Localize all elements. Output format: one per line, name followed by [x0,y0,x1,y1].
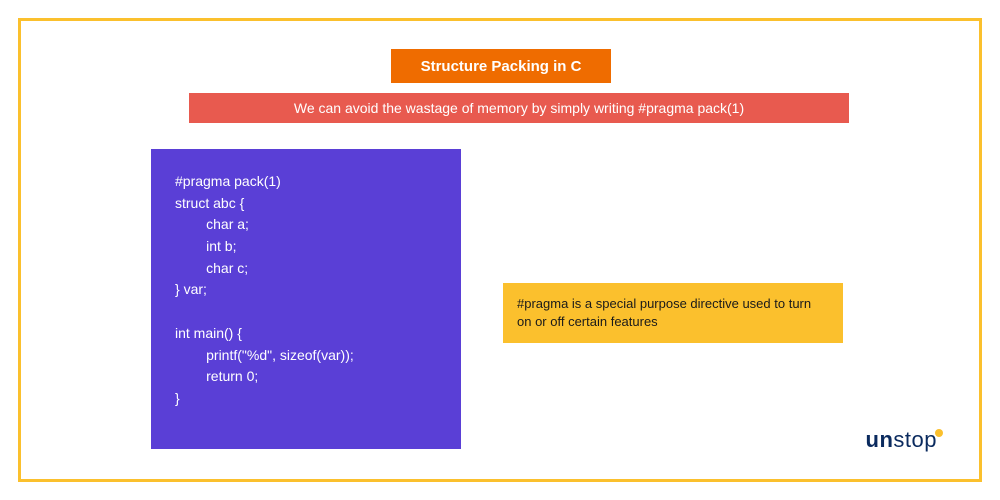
logo-part1: un [866,427,894,452]
code-block: #pragma pack(1) struct abc { char a; int… [151,149,461,449]
logo-dot-icon [935,429,943,437]
subtitle-banner: We can avoid the wastage of memory by si… [189,93,849,123]
brand-logo: unstop [866,427,943,453]
logo-part2: stop [893,427,937,452]
title-banner: Structure Packing in C [391,49,611,83]
outer-frame: Structure Packing in C We can avoid the … [18,18,982,482]
note-callout: #pragma is a special purpose directive u… [503,283,843,343]
